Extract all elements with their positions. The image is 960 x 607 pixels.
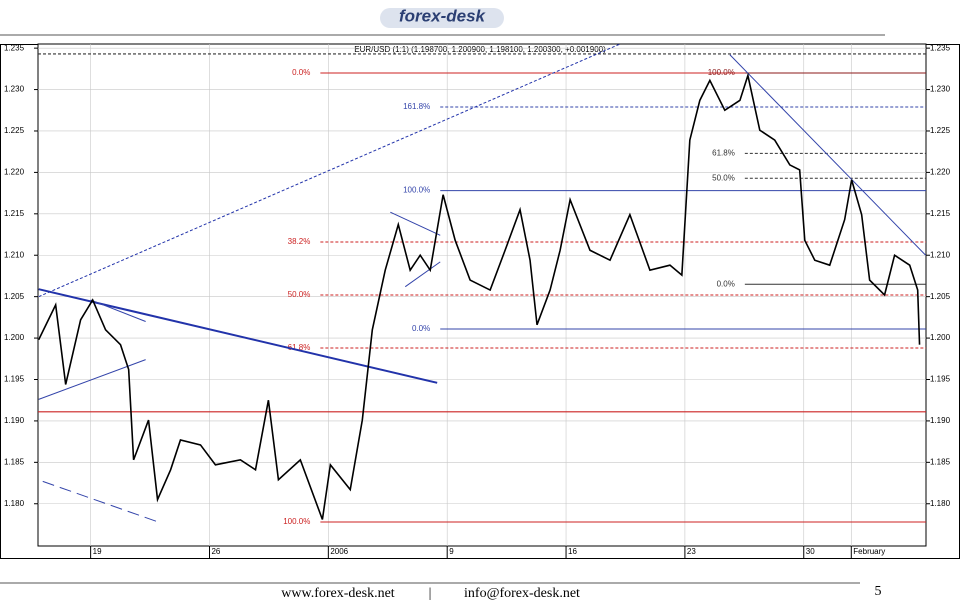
- y2-tick-label: 1.205: [930, 292, 951, 301]
- trendline: [390, 211, 441, 236]
- y-tick-label: 1.225: [4, 126, 25, 135]
- footer-website: www.forex-desk.net: [281, 586, 394, 601]
- trendline: [90, 299, 146, 322]
- y-tick-label: 1.200: [4, 333, 25, 342]
- fib-label: 50.0%: [288, 290, 311, 299]
- y2-tick-label: 1.180: [930, 499, 951, 508]
- price-line: [37, 72, 921, 520]
- y-tick-label: 1.235: [4, 43, 25, 52]
- fib-label: 100.0%: [708, 68, 735, 77]
- fib-label: 38.2%: [288, 237, 311, 246]
- fib-label: 61.8%: [712, 148, 735, 157]
- y-tick-label: 1.205: [4, 292, 25, 301]
- footer-separator: |: [429, 586, 432, 601]
- fib-label: 100.0%: [403, 186, 430, 195]
- x-tick-label: 16: [568, 547, 577, 556]
- y2-tick-label: 1.190: [930, 416, 951, 425]
- trendline: [38, 43, 621, 298]
- y2-tick-label: 1.200: [930, 333, 951, 342]
- logo-bg: [380, 8, 504, 28]
- x-tick-label: February: [853, 547, 885, 556]
- y2-tick-label: 1.225: [930, 126, 951, 135]
- y2-tick-label: 1.215: [930, 209, 951, 218]
- fib-label: 0.0%: [412, 324, 430, 333]
- fib-label: 0.0%: [292, 68, 310, 77]
- y-tick-label: 1.185: [4, 457, 25, 466]
- x-tick-label: 9: [449, 547, 454, 556]
- fib-label: 0.0%: [717, 279, 735, 288]
- y2-tick-label: 1.195: [930, 375, 951, 384]
- fib-label: 61.8%: [288, 343, 311, 352]
- x-tick-label: 23: [687, 547, 696, 556]
- x-tick-label: 2006: [330, 547, 348, 556]
- fib-label: 100.0%: [283, 517, 310, 526]
- y2-tick-label: 1.220: [930, 168, 951, 177]
- trendline: [404, 261, 441, 288]
- fib-label: 161.8%: [403, 102, 430, 111]
- trendline: [42, 480, 161, 524]
- x-tick-label: 26: [211, 547, 220, 556]
- chart-title: EUR/USD (1:1) (1.198700, 1.200900, 1.198…: [354, 45, 606, 54]
- y2-tick-label: 1.185: [930, 457, 951, 466]
- y2-tick-label: 1.235: [930, 43, 951, 52]
- x-tick-label: 19: [93, 547, 102, 556]
- y-tick-label: 1.210: [4, 250, 25, 259]
- trendline: [729, 54, 927, 256]
- trendline: [38, 288, 438, 384]
- y-tick-label: 1.220: [4, 168, 25, 177]
- y2-tick-label: 1.210: [930, 250, 951, 259]
- y-tick-label: 1.195: [4, 375, 25, 384]
- y-tick-label: 1.180: [4, 499, 25, 508]
- page-number: 5: [875, 584, 882, 599]
- y2-tick-label: 1.230: [930, 85, 951, 94]
- x-tick-label: 30: [806, 547, 815, 556]
- logo: forex-desk: [399, 6, 487, 25]
- y-tick-label: 1.190: [4, 416, 25, 425]
- footer-email: info@forex-desk.net: [464, 586, 580, 601]
- y-tick-label: 1.230: [4, 85, 25, 94]
- fib-label: 50.0%: [712, 173, 735, 182]
- y-tick-label: 1.215: [4, 209, 25, 218]
